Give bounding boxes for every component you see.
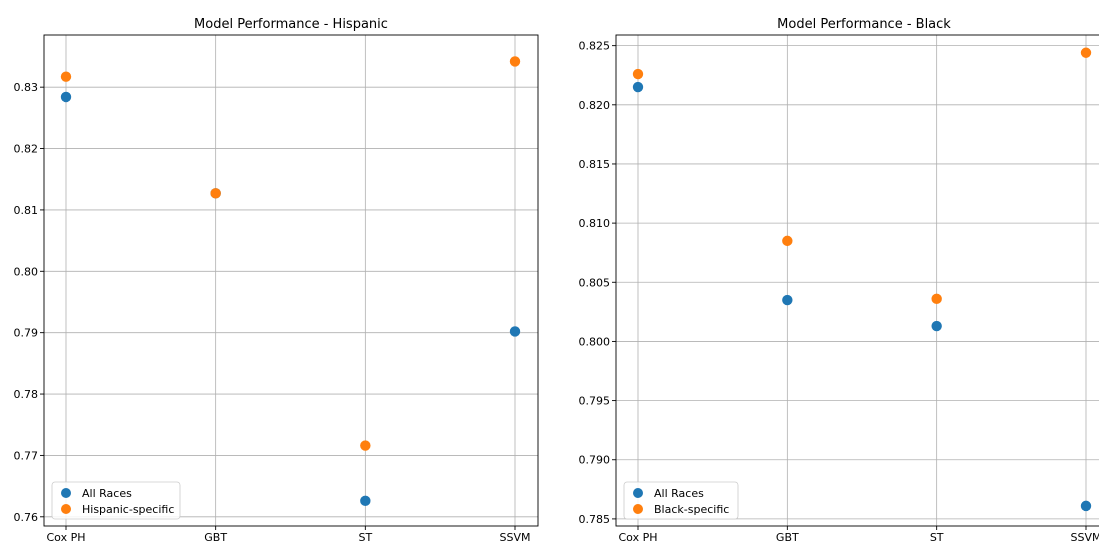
- data-point-all-races: [782, 294, 793, 306]
- legend-box: [623, 481, 739, 520]
- x-tick-label: GBT: [204, 531, 227, 542]
- y-tick-label: 0.785: [579, 513, 611, 526]
- y-tick-label: 0.76: [14, 511, 39, 524]
- y-tick-label: 0.83: [14, 81, 39, 94]
- plot-frame: [43, 34, 539, 527]
- x-tick-label: SSVM: [500, 531, 531, 542]
- y-tick-label: 0.800: [579, 335, 611, 348]
- y-tick-label: 0.825: [579, 40, 611, 53]
- data-point-race-specific: [1080, 47, 1092, 58]
- y-tick-label: 0.815: [579, 158, 611, 171]
- data-point-race-specific: [509, 56, 521, 67]
- data-point-race-specific: [210, 188, 221, 199]
- data-point-all-races: [1080, 500, 1092, 512]
- y-tick-label: 0.78: [14, 388, 39, 401]
- legend-label: Hispanic-specific: [82, 503, 174, 516]
- legend-marker: [633, 488, 643, 498]
- data-point-race-specific: [60, 71, 72, 82]
- x-tick-label: SSVM: [1071, 531, 1099, 542]
- data-point-all-races: [509, 326, 521, 337]
- legend-marker: [61, 488, 71, 498]
- data-point-race-specific: [931, 293, 942, 305]
- x-tick-label: ST: [930, 531, 944, 542]
- legend-marker: [633, 504, 643, 514]
- chart-panel-1: Model Performance - Hispanic 0.76 0.77 0.78…: [14, 17, 539, 542]
- x-tick-label: Cox PH: [619, 531, 658, 542]
- y-tick-label: 0.81: [14, 204, 39, 217]
- y-tick-label: 0.820: [579, 99, 611, 112]
- chart-title: Model Performance - Hispanic: [194, 17, 388, 32]
- legend: All Races Black-specific: [623, 481, 739, 520]
- x-tick-label: ST: [358, 531, 372, 542]
- data-point-race-specific: [360, 440, 371, 451]
- legend-marker: [61, 504, 71, 514]
- data-point-race-specific: [632, 68, 644, 80]
- y-tick-label: 0.805: [579, 276, 611, 289]
- x-tick-label: Cox PH: [47, 531, 86, 542]
- y-tick-label: 0.790: [579, 454, 611, 467]
- legend-box: [51, 481, 181, 520]
- legend: All Races Hispanic-specific: [51, 481, 181, 520]
- y-tick-label: 0.82: [14, 143, 39, 156]
- legend-label: Black-specific: [654, 503, 729, 516]
- y-tick-label: 0.80: [14, 265, 39, 278]
- chart-title: Model Performance - Black: [777, 17, 951, 32]
- chart-panel-2: Model Performance - Black 0.785 0.790 0.795…: [579, 17, 1099, 542]
- x-tick-label: GBT: [776, 531, 799, 542]
- data-point-all-races: [360, 495, 371, 507]
- data-point-all-races: [931, 320, 942, 332]
- y-tick-label: 0.795: [579, 395, 611, 408]
- y-tick-label: 0.79: [14, 327, 39, 340]
- plot-frame: [615, 34, 1099, 527]
- legend-label: All Races: [82, 487, 132, 500]
- y-tick-label: 0.810: [579, 217, 611, 230]
- y-tick-label: 0.77: [14, 449, 39, 462]
- data-point-all-races: [632, 81, 644, 93]
- legend-label: All Races: [654, 487, 704, 500]
- data-point-all-races: [60, 91, 72, 103]
- data-point-race-specific: [782, 235, 793, 247]
